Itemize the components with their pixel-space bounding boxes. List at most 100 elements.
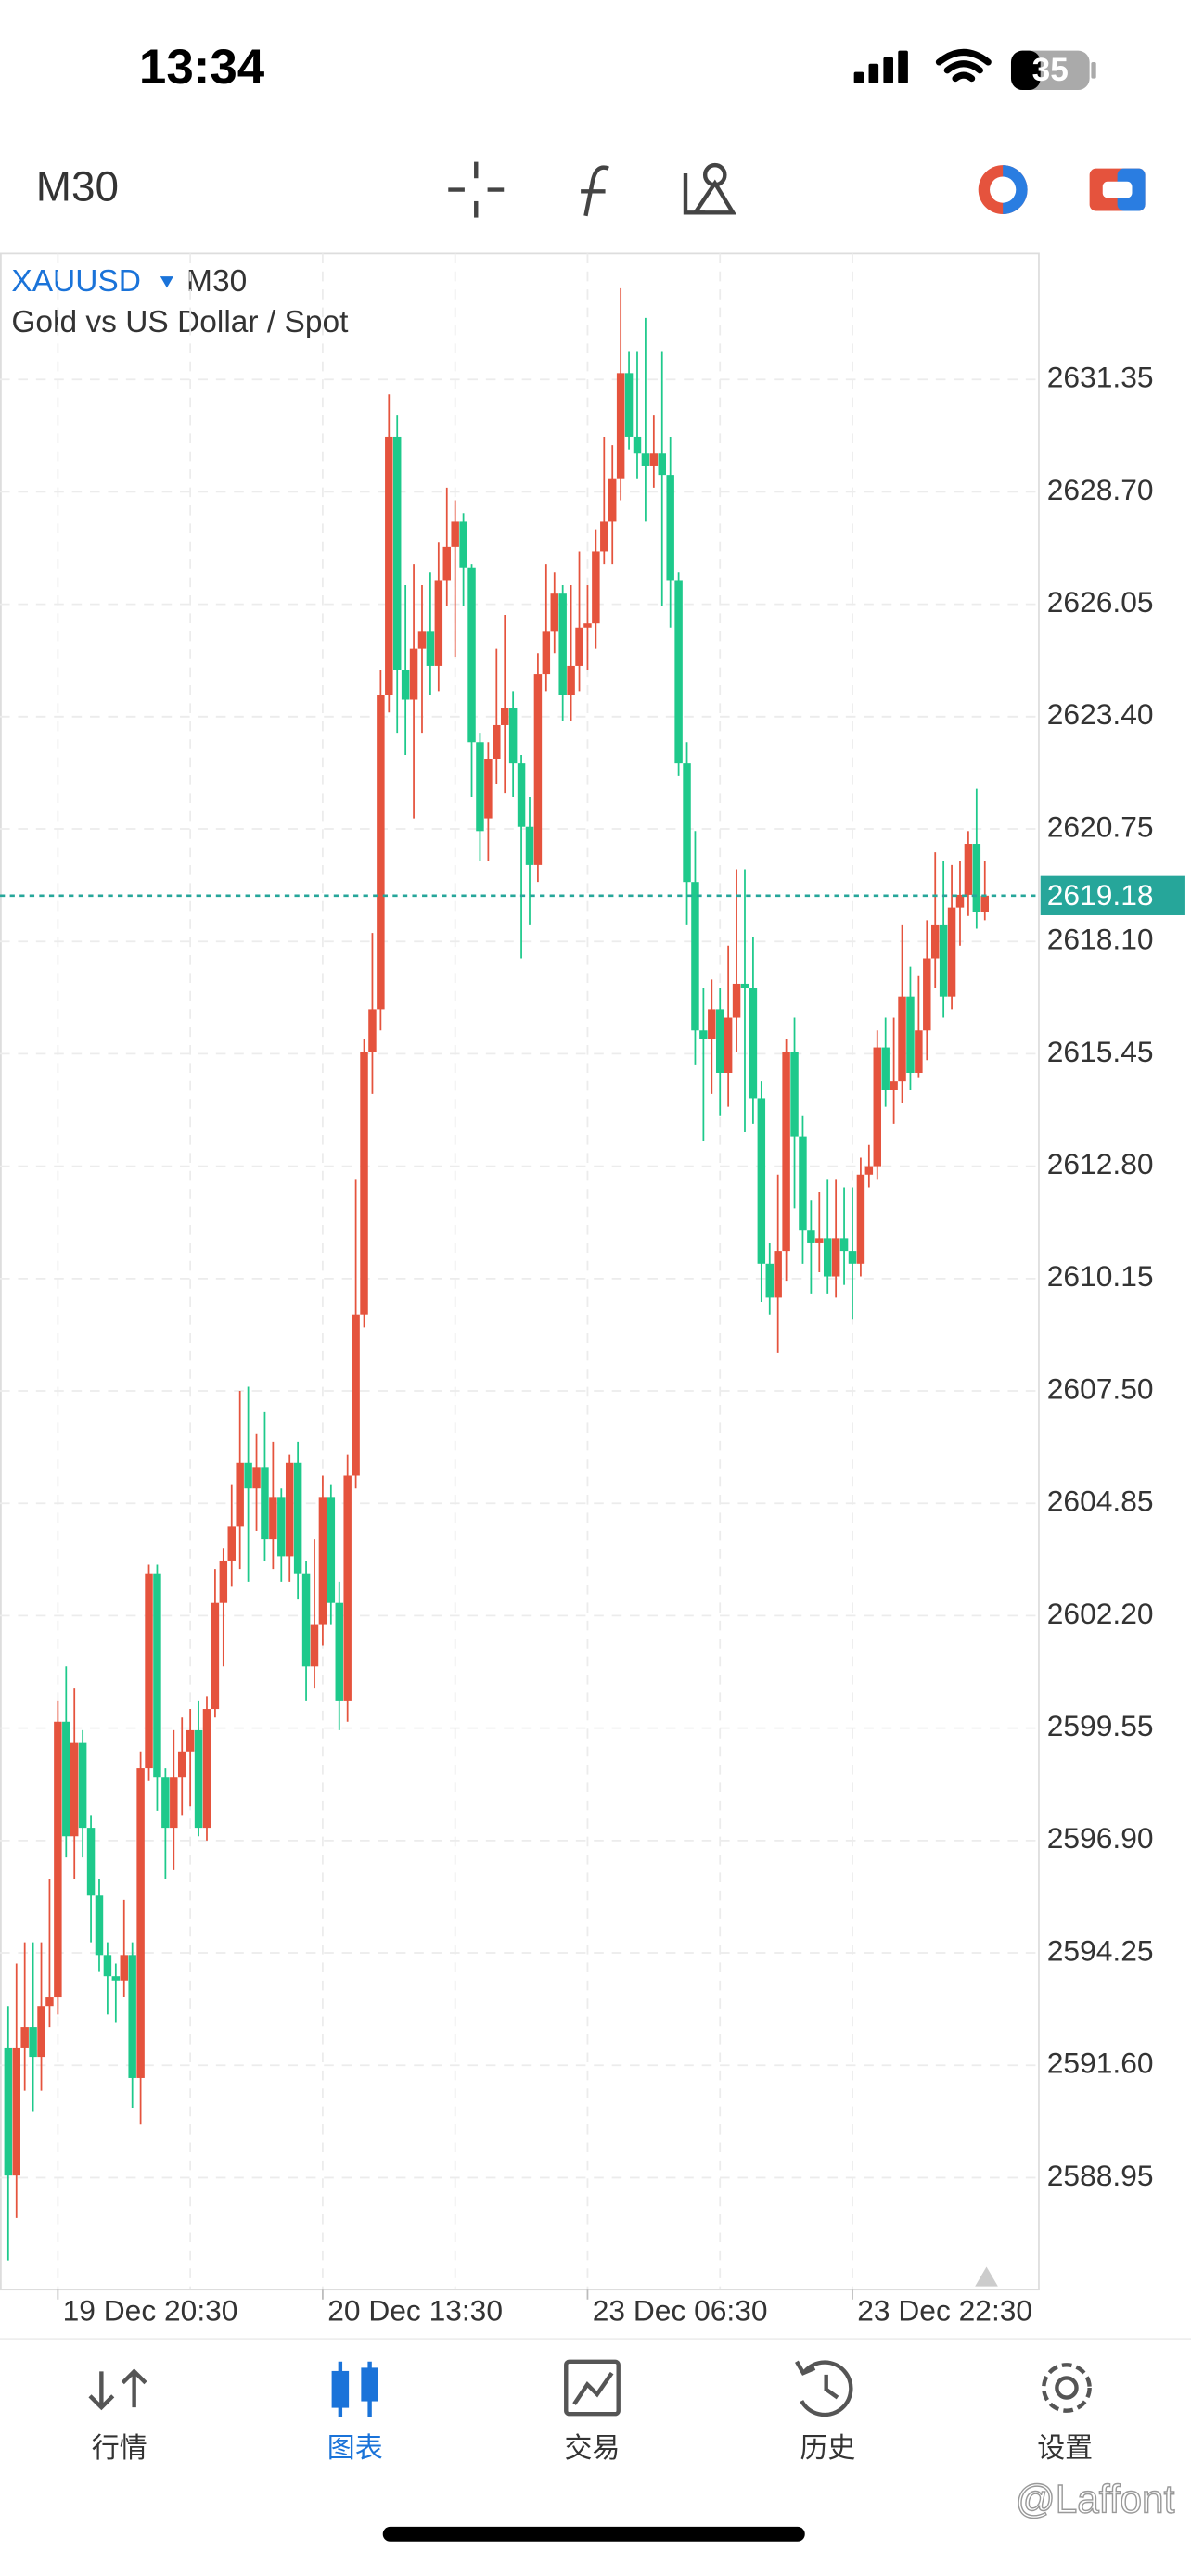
y-tick-label: 2610.15 [1047, 1259, 1154, 1293]
candle-body [467, 567, 476, 743]
x-tick-label: 23 Dec 22:30 [857, 2293, 1032, 2327]
account-button[interactable] [978, 165, 1028, 215]
candle-body [103, 1955, 112, 1977]
candle-body [749, 988, 758, 1099]
candle-body [285, 1462, 294, 1557]
candle-body [732, 983, 741, 1018]
status-time: 13:34 [139, 40, 265, 95]
candle-body [864, 1166, 874, 1175]
candle-body [202, 1709, 211, 1829]
candle-body [95, 1895, 104, 1956]
candle-body [211, 1602, 220, 1710]
candle-body [807, 1230, 815, 1243]
candle-body [62, 1721, 70, 1837]
candle-body [873, 1047, 881, 1167]
candle-body [972, 844, 981, 912]
nav-label[interactable]: 设置 [1037, 2433, 1093, 2464]
chart-icon[interactable] [331, 2361, 378, 2417]
candle-body [417, 631, 427, 649]
candle-body [890, 1081, 898, 1090]
y-tick-label: 2626.05 [1047, 585, 1154, 618]
y-tick-label: 2607.50 [1047, 1371, 1154, 1405]
last-price-label: 2619.18 [1047, 878, 1154, 912]
chart-frame [0, 252, 1040, 2291]
trade-icon[interactable] [564, 2359, 621, 2417]
candle-body [923, 958, 931, 1031]
x-tick-label: 23 Dec 06:30 [593, 2293, 768, 2327]
candle-body [377, 695, 385, 1010]
candle-body [70, 1742, 79, 1837]
candle-body [583, 623, 592, 628]
symbol[interactable]: XAUUSD [11, 264, 141, 299]
candle-body [600, 521, 608, 552]
candle-body [78, 1742, 87, 1829]
candle-body [434, 580, 443, 666]
objects-button[interactable] [683, 162, 737, 215]
candle-body [45, 1997, 54, 2007]
history-icon[interactable] [795, 2360, 853, 2417]
candle-body [757, 1098, 766, 1264]
candle-body [12, 2047, 20, 2176]
candle-body [831, 1238, 840, 1277]
candle-body [360, 1052, 368, 1315]
y-tick-label: 2615.45 [1047, 1035, 1154, 1068]
symbol-dropdown[interactable] [160, 276, 173, 288]
candle-body [219, 1560, 228, 1603]
scroll-marker [975, 2266, 998, 2287]
candle-body [699, 1030, 708, 1039]
nav-label[interactable]: 历史 [800, 2433, 855, 2464]
candle-body [343, 1475, 352, 1701]
candle-body [194, 1729, 203, 1829]
candle-body [980, 895, 989, 912]
candle-body [392, 436, 402, 670]
candle-body [4, 2047, 13, 2176]
settings-icon[interactable] [1042, 2363, 1092, 2413]
candle-body [608, 478, 617, 522]
trade-button[interactable] [1089, 168, 1146, 211]
candle-body [633, 436, 642, 454]
y-tick-label: 2618.10 [1047, 923, 1154, 956]
candle-body [567, 665, 575, 695]
last-price-box [1040, 875, 1185, 915]
nav-label[interactable]: 交易 [565, 2433, 621, 2464]
timeframe-button[interactable]: M30 [36, 162, 119, 210]
candle-body [227, 1526, 236, 1561]
candle-body [517, 763, 526, 827]
candle-body [451, 521, 459, 547]
chart-timeframe: M30 [186, 264, 247, 299]
candle-body [666, 475, 674, 581]
candle-body [500, 708, 509, 725]
candle-body [533, 674, 543, 865]
candle-body [54, 1721, 62, 1998]
candle-body [898, 996, 906, 1082]
candle-body [947, 907, 956, 997]
candle-body [186, 1729, 195, 1752]
y-tick-label: 2588.95 [1047, 2159, 1154, 2192]
candle-body [335, 1602, 343, 1701]
candle-body [277, 1497, 286, 1557]
battery-tip [1091, 62, 1096, 79]
candle-body [236, 1462, 244, 1527]
indicator-button[interactable] [581, 165, 609, 217]
candle-body [409, 648, 418, 700]
y-tick-label: 2631.35 [1047, 361, 1154, 394]
crosshair-button[interactable] [448, 161, 505, 218]
candle-body [244, 1462, 252, 1489]
candle-body [37, 2006, 45, 2058]
y-tick-label: 2623.40 [1047, 697, 1154, 731]
y-tick-label: 2594.25 [1047, 1933, 1154, 1967]
candle-body [111, 1976, 121, 1981]
battery-text: 35 [1032, 52, 1069, 88]
quotes-icon[interactable] [88, 2368, 147, 2411]
candle-body [120, 1955, 128, 1981]
nav-label[interactable]: 图表 [327, 2433, 383, 2464]
watermark: @Laffont [1016, 2478, 1175, 2521]
candle-body [930, 924, 940, 959]
candle-body [964, 844, 973, 895]
candle-body [170, 1777, 178, 1829]
candle-body [740, 983, 749, 988]
candle-body [708, 1009, 716, 1039]
candle-body [145, 1573, 153, 1769]
nav-label[interactable]: 行情 [92, 2433, 147, 2464]
